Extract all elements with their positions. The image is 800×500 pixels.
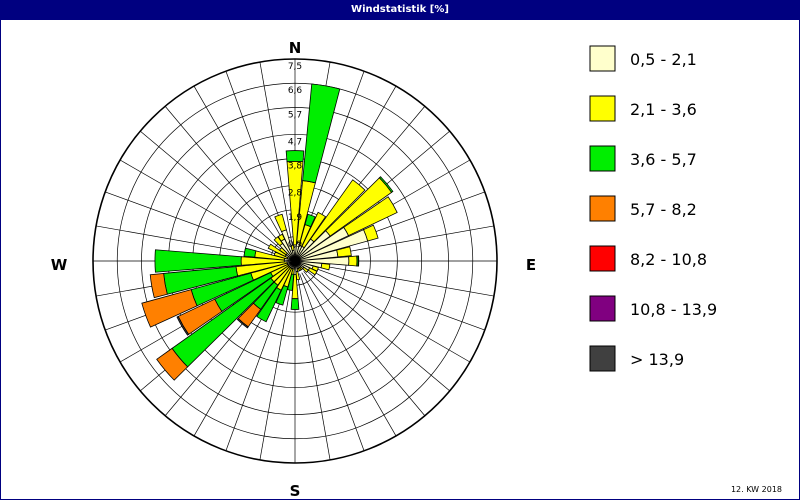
grid-spoke [296, 274, 331, 460]
grid-spoke [119, 159, 284, 255]
legend-label: 10,8 - 13,9 [630, 300, 717, 319]
grid-spoke [105, 191, 283, 257]
sector-bar [336, 246, 352, 258]
sector-bar [285, 150, 305, 163]
ring-label: 4,7 [288, 137, 302, 147]
sector-bar [302, 83, 341, 184]
legend-swatch [589, 145, 616, 172]
ring-label: 7,5 [288, 62, 302, 72]
sector-bar [310, 179, 366, 243]
sector-bar [236, 317, 249, 329]
sector-bar [307, 267, 318, 276]
sector-bar [273, 236, 284, 247]
legend-label: 8,2 - 10,8 [630, 250, 707, 269]
sector-bar [156, 347, 189, 381]
ring-label: 0,9 [288, 240, 303, 250]
grid-spoke [307, 265, 485, 331]
grid-spoke [303, 271, 426, 416]
legend-swatch [589, 295, 616, 322]
sector-bar [301, 211, 327, 249]
legend-swatch [589, 95, 616, 122]
sector-bar [267, 243, 287, 257]
legend-swatch [589, 45, 616, 72]
compass-label: S [290, 482, 301, 500]
legend-swatch [589, 345, 616, 372]
legend-swatch [589, 195, 616, 222]
grid-spoke [299, 273, 365, 451]
grid-spoke [301, 272, 397, 437]
compass-label: E [526, 256, 536, 274]
sector-bar [304, 213, 316, 228]
legend-label: 3,6 - 5,7 [630, 150, 697, 169]
sector-bar [274, 213, 287, 233]
sector-bar [320, 263, 331, 271]
sector-bar [348, 255, 358, 267]
sector-bar [290, 298, 300, 310]
sector-bar [141, 289, 198, 328]
ring-label: 3,8 [288, 162, 303, 172]
ring-label: 6,6 [288, 86, 303, 96]
sector-bar [357, 255, 360, 267]
grid-spoke [308, 262, 494, 297]
sector-bar [176, 315, 190, 336]
ring-label: 5,7 [288, 110, 302, 120]
sector-bar [378, 176, 394, 193]
grid-spoke [259, 274, 294, 460]
grid-spoke [164, 106, 287, 251]
footer-label: 12. KW 2018 [730, 485, 782, 494]
sector-bar [275, 284, 289, 306]
chart-title: Windstatistik [%] [0, 0, 800, 20]
sector-bar [256, 287, 282, 323]
grid-spoke [259, 62, 294, 248]
legend-label: 5,7 - 8,2 [630, 200, 697, 219]
compass-label: W [51, 256, 68, 274]
sector-bar [363, 224, 379, 242]
sector-bar [287, 273, 295, 291]
grid-spoke [140, 130, 285, 253]
sector-bar [302, 266, 309, 273]
grid-spoke [193, 85, 289, 250]
sector-bar [154, 249, 242, 273]
grid-spoke [306, 267, 471, 363]
sector-bar [149, 272, 168, 299]
compass-label: N [289, 39, 302, 57]
legend-label: 2,1 - 3,6 [630, 100, 697, 119]
grid-spoke [305, 269, 450, 392]
ring-label: 1,9 [288, 213, 303, 223]
sector-bar [277, 233, 286, 242]
ring-label: 2,8 [288, 189, 303, 199]
sector-bar [343, 196, 398, 237]
legend-swatch [589, 245, 616, 272]
sector-bar [290, 244, 295, 252]
legend-label: > 13,9 [630, 350, 684, 369]
sector-bar [243, 247, 257, 258]
legend-label: 0,5 - 2,1 [630, 50, 697, 69]
